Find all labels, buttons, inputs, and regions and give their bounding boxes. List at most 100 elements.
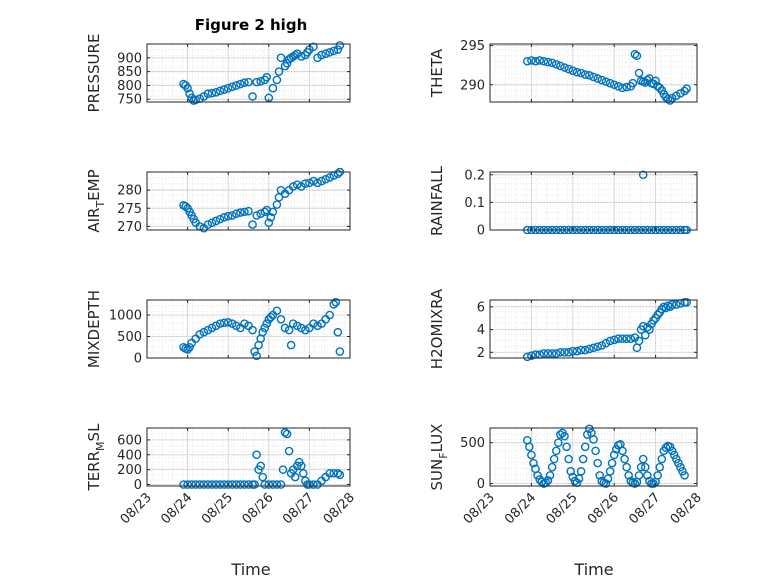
data-point [215, 319, 225, 328]
data-point [215, 214, 225, 224]
data-point [236, 480, 245, 489]
y-tick-label: 280 [117, 184, 142, 199]
y-axis-label-main: THETA [428, 48, 446, 98]
data-point [593, 458, 602, 468]
y-axis-label-main: RAINFALL [428, 165, 446, 236]
data-point [211, 480, 221, 489]
axes-box [146, 43, 351, 103]
data-point [607, 458, 617, 468]
axes-box [489, 43, 698, 103]
data-point [227, 82, 237, 92]
data-point [236, 208, 245, 217]
subplot-6: 2 4 6 H2OMIXRA [428, 288, 698, 369]
data-point [560, 63, 569, 72]
data-point [282, 429, 292, 439]
data-point [301, 179, 310, 188]
data-point [669, 450, 679, 460]
figure-title: Figure 2 high [195, 16, 308, 34]
data-point [630, 49, 640, 59]
data-series [522, 297, 691, 362]
y-tick-label: 290 [460, 78, 485, 93]
data-point [264, 218, 274, 228]
data-point [284, 325, 294, 335]
y-tick-label: 500 [117, 330, 142, 345]
data-point [299, 469, 308, 478]
data-point [539, 56, 549, 66]
y-tick-label: 500 [460, 436, 485, 451]
data-point [264, 480, 274, 489]
data-point [296, 323, 306, 333]
data-point [609, 80, 619, 90]
y-tick-label: 850 [117, 65, 142, 80]
data-point [543, 349, 553, 358]
data-point [199, 327, 209, 337]
data-point [232, 480, 241, 489]
y-tick-label: 0.1 [464, 196, 485, 211]
data-point [535, 56, 544, 65]
y-tick-label: 750 [117, 93, 142, 108]
data-point [223, 83, 233, 93]
data-point [317, 176, 326, 186]
data-point [564, 348, 573, 357]
y-axis-label-main: PRESSURE [85, 34, 103, 113]
y-axis-label: SUNFLUX [428, 424, 450, 491]
data-point [305, 178, 314, 188]
data-point [248, 92, 257, 101]
y-tick-label: 900 [117, 51, 142, 66]
data-point [268, 207, 278, 217]
data-point [288, 182, 298, 191]
data-point [609, 335, 619, 345]
axes-box [146, 299, 351, 359]
data-point [195, 480, 205, 489]
data-point [195, 330, 205, 339]
data-point [292, 180, 302, 189]
data-point [562, 442, 571, 452]
data-point [622, 462, 631, 472]
data-point [576, 466, 586, 476]
data-point [680, 471, 689, 480]
data-point [335, 470, 345, 480]
data-point [653, 310, 662, 320]
data-point [258, 472, 268, 482]
data-point [262, 72, 272, 82]
data-point [595, 471, 605, 480]
data-point [183, 345, 192, 354]
data-point [601, 338, 611, 348]
data-point [667, 300, 677, 309]
data-point [223, 318, 233, 327]
data-point [531, 56, 540, 66]
data-point [207, 480, 217, 489]
data-point [183, 83, 192, 93]
data-point [640, 330, 650, 340]
data-point [331, 297, 341, 307]
y-axis-label-rest: SL [85, 423, 103, 442]
subplot-5: 0 500 1000 MIXDEPTH [85, 290, 351, 368]
y-axis-label-main: MIXDEPTH [85, 290, 103, 368]
data-point [272, 306, 282, 316]
data-point [618, 446, 627, 456]
data-point [672, 300, 681, 309]
y-axis-label-main: SUN [428, 459, 446, 491]
data-point [274, 67, 284, 76]
data-series [179, 297, 345, 361]
data-point [268, 83, 278, 93]
data-point [593, 74, 602, 83]
data-point [667, 446, 677, 456]
axes-box [489, 171, 698, 231]
data-point [276, 480, 286, 489]
data-point [313, 178, 322, 188]
data-point [199, 480, 209, 489]
data-point [276, 315, 286, 324]
data-point [333, 45, 343, 54]
data-point [280, 428, 290, 437]
data-point [185, 342, 194, 352]
data-point [282, 59, 292, 68]
data-point [636, 462, 646, 472]
data-point [527, 56, 536, 65]
data-point [556, 348, 565, 357]
data-point [333, 327, 343, 337]
y-axis-label-rest: LUX [428, 424, 446, 453]
data-point [252, 450, 261, 460]
data-point [665, 442, 675, 452]
data-point [335, 347, 345, 356]
